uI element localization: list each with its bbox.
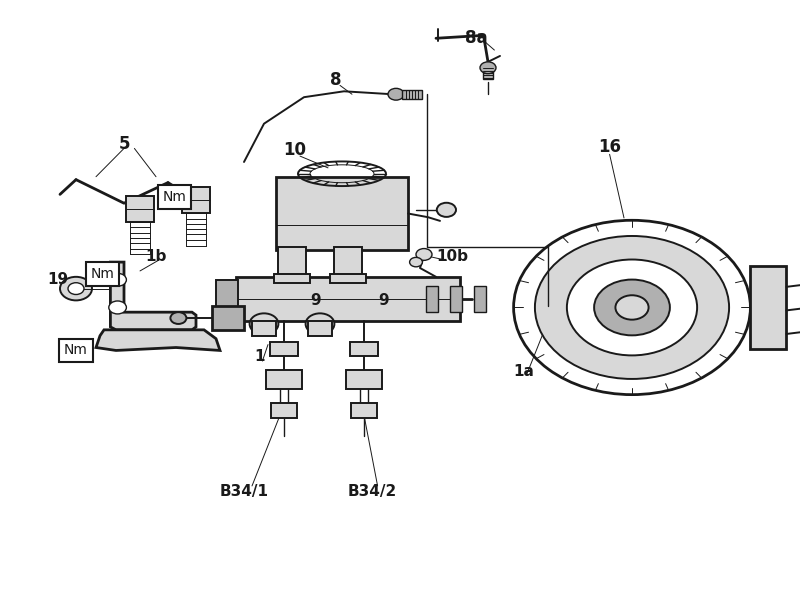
Bar bbox=[426, 286, 438, 312]
Bar bbox=[346, 370, 382, 389]
Text: Nm: Nm bbox=[90, 267, 114, 281]
Text: 1b: 1b bbox=[146, 249, 166, 264]
Bar bbox=[308, 321, 332, 336]
Bar bbox=[236, 277, 460, 321]
Circle shape bbox=[567, 260, 697, 355]
Bar bbox=[216, 280, 238, 318]
Text: Nm: Nm bbox=[64, 343, 88, 358]
Circle shape bbox=[60, 277, 92, 300]
Text: 1a: 1a bbox=[514, 363, 534, 379]
Circle shape bbox=[109, 301, 126, 314]
Text: 10: 10 bbox=[283, 141, 306, 159]
Bar bbox=[330, 274, 366, 283]
Text: 9: 9 bbox=[310, 293, 322, 308]
Circle shape bbox=[594, 280, 670, 335]
Bar bbox=[252, 321, 276, 336]
Bar bbox=[474, 286, 486, 312]
Circle shape bbox=[535, 236, 729, 379]
Bar bbox=[276, 177, 408, 250]
Bar bbox=[266, 370, 302, 389]
Circle shape bbox=[615, 295, 649, 320]
Bar bbox=[350, 342, 378, 356]
Bar bbox=[212, 306, 244, 330]
Bar bbox=[351, 403, 377, 418]
Text: 8: 8 bbox=[330, 71, 342, 88]
Text: 10b: 10b bbox=[436, 249, 468, 264]
Circle shape bbox=[170, 312, 186, 324]
Circle shape bbox=[437, 203, 456, 217]
Text: 19: 19 bbox=[47, 272, 68, 287]
Bar bbox=[182, 187, 210, 213]
Bar bbox=[270, 342, 298, 356]
Bar bbox=[271, 403, 297, 418]
Bar bbox=[126, 196, 154, 222]
Bar bbox=[278, 247, 306, 277]
Bar bbox=[750, 266, 786, 349]
Text: 16: 16 bbox=[598, 138, 621, 156]
Text: B34/1: B34/1 bbox=[219, 484, 269, 499]
Bar bbox=[334, 247, 362, 277]
Circle shape bbox=[109, 273, 126, 286]
Polygon shape bbox=[96, 330, 220, 350]
Circle shape bbox=[250, 313, 278, 335]
Text: B34/2: B34/2 bbox=[347, 484, 397, 499]
Text: 5: 5 bbox=[118, 135, 130, 153]
Text: 9: 9 bbox=[378, 293, 390, 308]
Circle shape bbox=[480, 62, 496, 74]
Circle shape bbox=[514, 220, 750, 395]
Circle shape bbox=[68, 283, 84, 294]
Bar bbox=[274, 274, 310, 283]
Circle shape bbox=[410, 257, 422, 267]
Text: Nm: Nm bbox=[162, 190, 186, 204]
Bar bbox=[483, 68, 493, 79]
Polygon shape bbox=[110, 262, 196, 330]
Text: 8a: 8a bbox=[465, 29, 487, 47]
Bar bbox=[402, 90, 422, 99]
Circle shape bbox=[306, 313, 334, 335]
Circle shape bbox=[416, 249, 432, 260]
Text: 1: 1 bbox=[254, 349, 266, 364]
Circle shape bbox=[388, 88, 404, 100]
Bar bbox=[450, 286, 462, 312]
